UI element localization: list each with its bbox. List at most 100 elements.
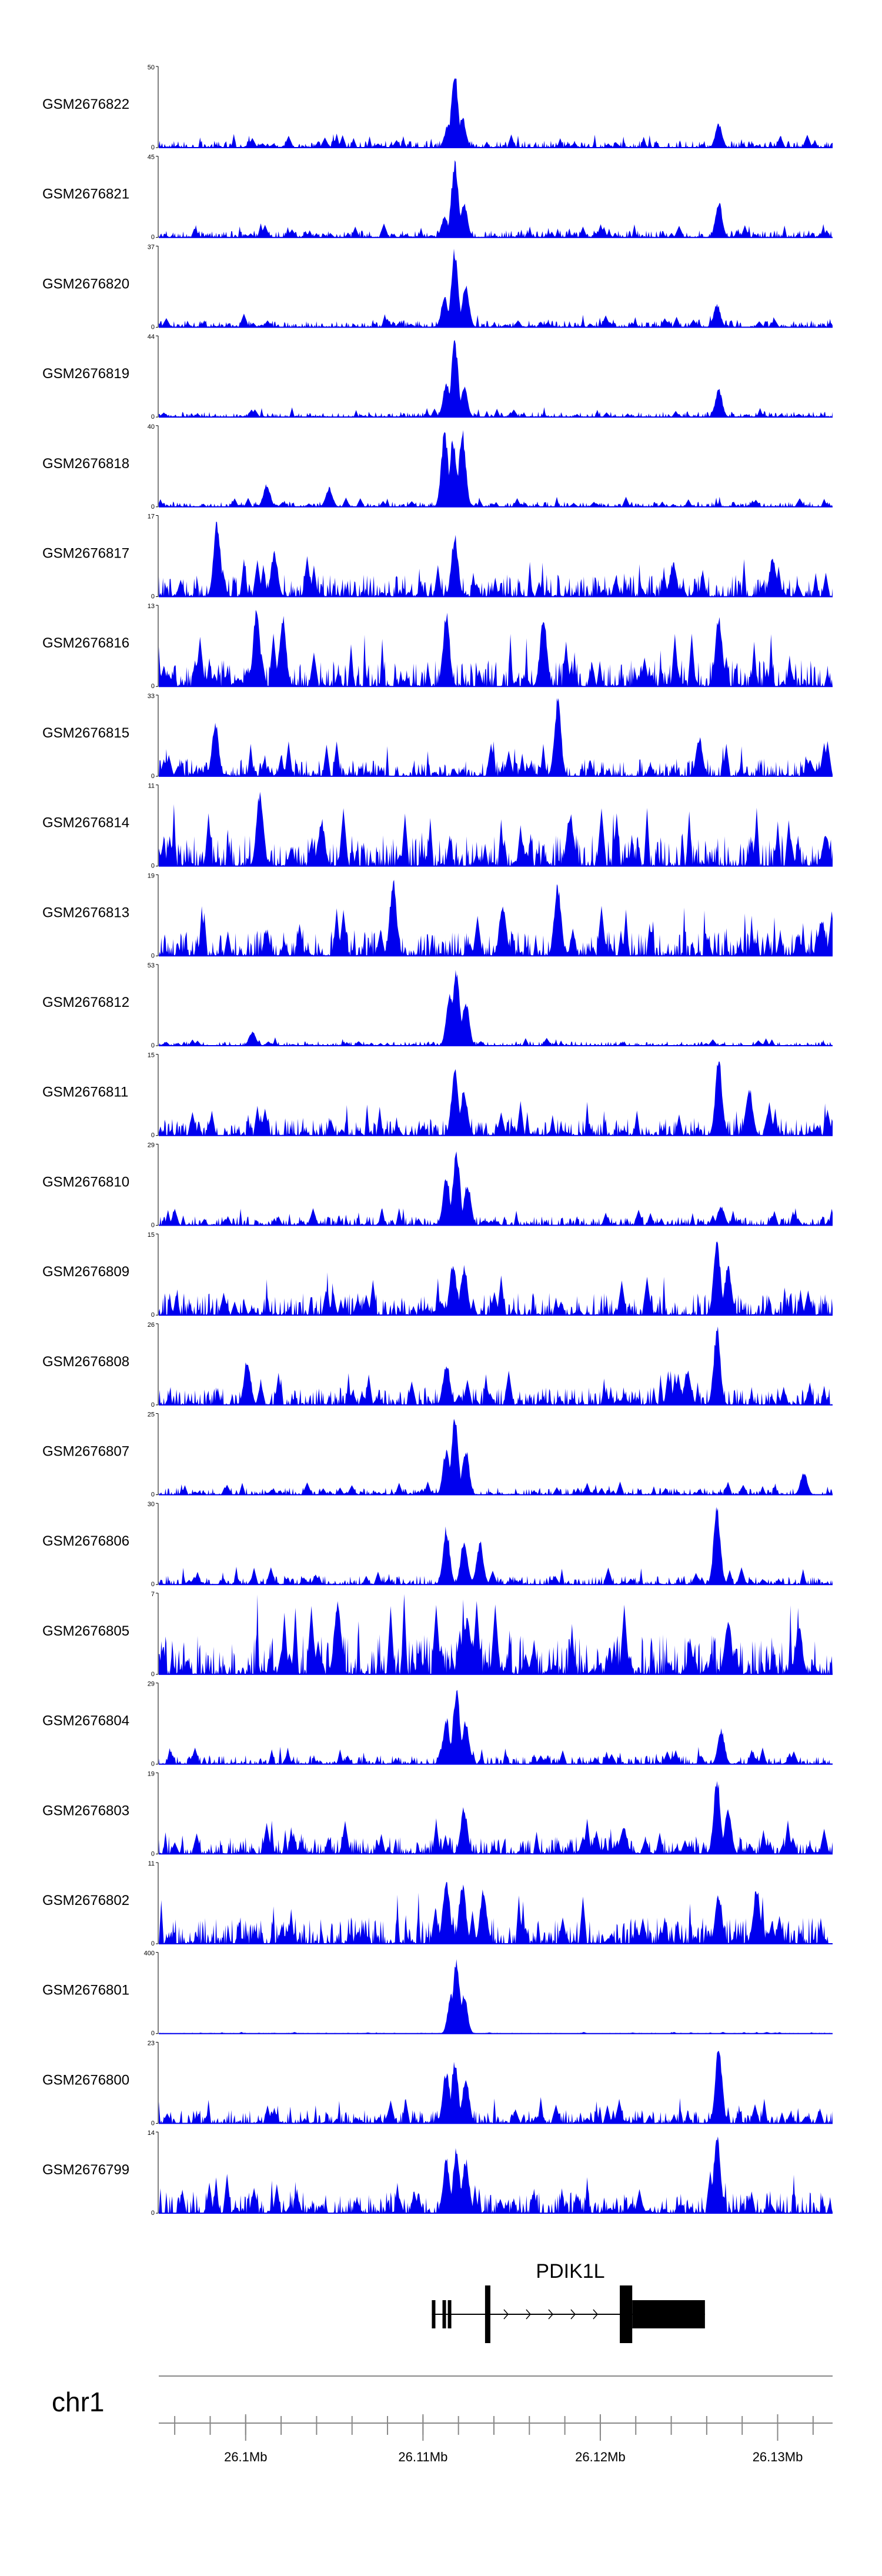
y-axis-min-label: 0 bbox=[151, 1940, 155, 1947]
track-GSM2676811: GSM2676811 15 0 bbox=[42, 1052, 833, 1139]
y-axis-min-label: 0 bbox=[151, 144, 155, 151]
track-label: GSM2676807 bbox=[42, 1444, 129, 1460]
y-axis-max-label: 53 bbox=[148, 962, 155, 969]
y-axis-min-label: 0 bbox=[151, 2120, 155, 2127]
track-GSM2676806: GSM2676806 30 0 bbox=[42, 1501, 833, 1588]
y-axis-max-label: 11 bbox=[148, 1860, 155, 1867]
y-axis-max-label: 44 bbox=[148, 333, 155, 341]
track-GSM2676809: GSM2676809 15 0 bbox=[42, 1232, 833, 1319]
y-axis-min-label: 0 bbox=[151, 863, 155, 870]
coverage-area bbox=[159, 1881, 833, 1944]
y-axis-max-label: 15 bbox=[148, 1052, 155, 1059]
track-label: GSM2676822 bbox=[42, 96, 129, 112]
track-GSM2676814: GSM2676814 11 0 bbox=[42, 783, 833, 870]
track-label: GSM2676800 bbox=[42, 2072, 129, 2088]
strand-arrow bbox=[593, 2309, 598, 2320]
strand-arrow bbox=[548, 2309, 553, 2320]
gene-exon bbox=[485, 2285, 490, 2343]
track-label: GSM2676802 bbox=[42, 1893, 129, 1908]
y-axis-min-label: 0 bbox=[151, 2210, 155, 2217]
coverage-area bbox=[159, 1151, 833, 1226]
track-label: GSM2676813 bbox=[42, 905, 129, 920]
track-label: GSM2676803 bbox=[42, 1803, 129, 1818]
track-label: GSM2676801 bbox=[42, 1983, 129, 1998]
gene-annotation-track: PDIK1L bbox=[432, 2260, 705, 2343]
track-label: GSM2676821 bbox=[42, 186, 129, 202]
coverage-area bbox=[159, 78, 833, 148]
y-axis-min-label: 0 bbox=[151, 593, 155, 600]
gene-exon bbox=[620, 2285, 633, 2343]
y-axis-max-label: 15 bbox=[148, 1232, 155, 1239]
y-axis-max-label: 14 bbox=[148, 2130, 155, 2137]
track-label: GSM2676820 bbox=[42, 276, 129, 292]
track-GSM2676799: GSM2676799 14 0 bbox=[42, 2130, 833, 2217]
coverage-area bbox=[159, 2050, 833, 2124]
coverage-area bbox=[159, 1781, 833, 1854]
track-GSM2676804: GSM2676804 29 0 bbox=[42, 1681, 833, 1768]
y-axis-max-label: 30 bbox=[148, 1501, 155, 1508]
y-axis-max-label: 45 bbox=[148, 154, 155, 161]
gene-exon bbox=[432, 2300, 436, 2328]
track-GSM2676801: GSM2676801 400 0 bbox=[42, 1950, 833, 2037]
coverage-area bbox=[159, 1594, 833, 1674]
y-axis-max-label: 19 bbox=[148, 1770, 155, 1777]
y-axis-min-label: 0 bbox=[151, 503, 155, 510]
y-axis-min-label: 0 bbox=[151, 1671, 155, 1678]
track-GSM2676816: GSM2676816 13 0 bbox=[42, 603, 833, 690]
coverage-area bbox=[159, 792, 833, 866]
track-GSM2676800: GSM2676800 23 0 bbox=[42, 2040, 833, 2127]
track-GSM2676803: GSM2676803 19 0 bbox=[42, 1770, 833, 1857]
gene-name-label: PDIK1L bbox=[536, 2260, 604, 2283]
track-label: GSM2676812 bbox=[42, 995, 129, 1010]
gene-exon bbox=[632, 2300, 705, 2328]
track-label: GSM2676816 bbox=[42, 635, 129, 651]
coverage-area bbox=[159, 880, 833, 956]
y-axis-min-label: 0 bbox=[151, 683, 155, 690]
y-axis-max-label: 19 bbox=[148, 872, 155, 879]
track-GSM2676819: GSM2676819 44 0 bbox=[42, 333, 833, 421]
track-GSM2676807: GSM2676807 25 0 bbox=[42, 1412, 833, 1499]
y-axis-max-label: 11 bbox=[148, 783, 155, 790]
y-axis-min-label: 0 bbox=[151, 952, 155, 959]
y-axis-min-label: 0 bbox=[151, 1222, 155, 1229]
y-axis-max-label: 33 bbox=[148, 693, 155, 700]
track-GSM2676822: GSM2676822 50 0 bbox=[42, 64, 833, 151]
coverage-area bbox=[159, 1690, 833, 1764]
track-GSM2676817: GSM2676817 17 0 bbox=[42, 513, 833, 600]
y-axis-max-label: 26 bbox=[148, 1322, 155, 1329]
track-label: GSM2676804 bbox=[42, 1713, 129, 1729]
track-label: GSM2676818 bbox=[42, 456, 129, 472]
strand-arrow bbox=[526, 2309, 531, 2320]
y-axis-max-label: 17 bbox=[148, 513, 155, 520]
y-axis-min-label: 0 bbox=[151, 1581, 155, 1588]
coverage-area bbox=[159, 430, 833, 507]
y-axis-max-label: 40 bbox=[148, 423, 155, 431]
track-label: GSM2676814 bbox=[42, 815, 129, 831]
track-GSM2676810: GSM2676810 29 0 bbox=[42, 1142, 833, 1229]
coverage-tracks: GSM2676822500GSM2676821450GSM2676820370G… bbox=[42, 64, 833, 2217]
coverage-area bbox=[159, 522, 833, 597]
y-axis-max-label: 23 bbox=[148, 2040, 155, 2047]
track-label: GSM2676808 bbox=[42, 1354, 129, 1370]
y-axis-min-label: 0 bbox=[151, 234, 155, 241]
y-axis-min-label: 0 bbox=[151, 1850, 155, 1857]
chromosome-label: chr1 bbox=[52, 2387, 104, 2417]
track-label: GSM2676817 bbox=[42, 546, 129, 562]
strand-arrow bbox=[503, 2309, 509, 2320]
gene-exon bbox=[447, 2300, 452, 2328]
coverage-area bbox=[159, 610, 833, 687]
track-GSM2676815: GSM2676815 33 0 bbox=[42, 693, 833, 780]
y-axis-min-label: 0 bbox=[151, 1491, 155, 1499]
track-label: GSM2676815 bbox=[42, 725, 129, 741]
coverage-area bbox=[159, 248, 833, 328]
track-GSM2676818: GSM2676818 40 0 bbox=[42, 423, 833, 510]
y-axis-min-label: 0 bbox=[151, 1761, 155, 1768]
y-axis-max-label: 13 bbox=[148, 603, 155, 610]
track-GSM2676812: GSM2676812 53 0 bbox=[42, 962, 833, 1049]
track-label: GSM2676809 bbox=[42, 1264, 129, 1280]
y-axis-min-label: 0 bbox=[151, 323, 155, 331]
y-axis-max-label: 50 bbox=[148, 64, 155, 71]
coverage-area bbox=[159, 1061, 833, 1136]
y-axis-max-label: 37 bbox=[148, 243, 155, 251]
axis-tick-label: 26.12Mb bbox=[575, 2450, 626, 2464]
